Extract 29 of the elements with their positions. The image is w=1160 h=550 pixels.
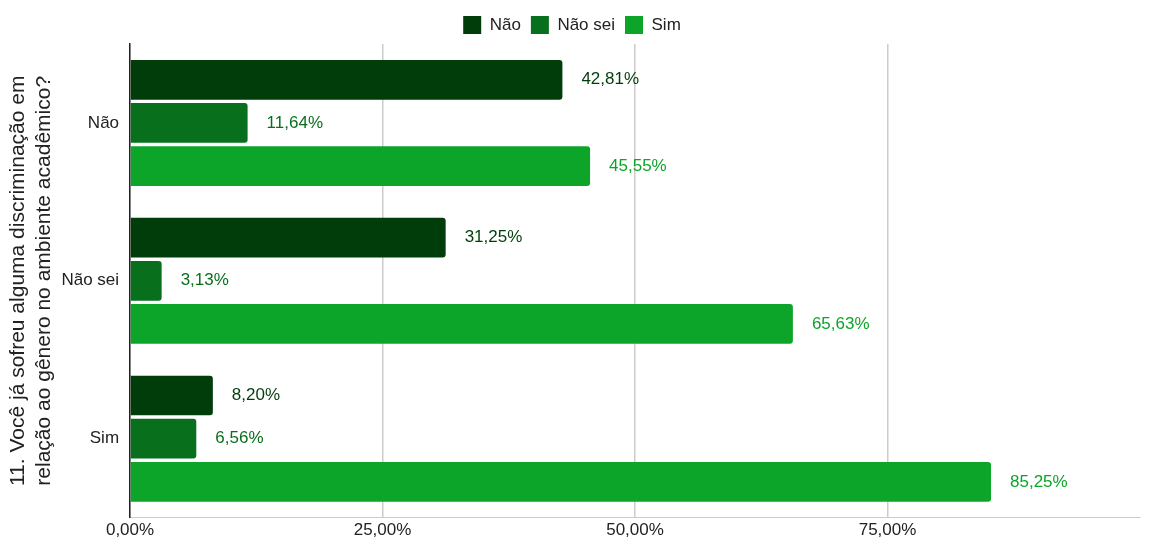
data-label: 42,81%	[581, 69, 640, 89]
legend-label: Não sei	[557, 14, 616, 34]
data-label: 6,56%	[215, 428, 264, 448]
data-label: 31,25%	[464, 227, 523, 247]
legend-label: Não	[489, 14, 521, 34]
data-label: 11,64%	[266, 112, 324, 132]
bar	[130, 146, 591, 186]
bar	[130, 304, 793, 344]
x-tick-label: 25,00%	[353, 520, 412, 540]
bar	[130, 418, 197, 459]
data-label: 8,20%	[231, 385, 281, 405]
bar	[130, 461, 992, 502]
data-label: 85,25%	[1010, 471, 1068, 491]
x-tick-label: 75,00%	[858, 520, 917, 540]
x-tick-label: 0,00%	[105, 520, 155, 540]
data-label: 65,63%	[811, 313, 870, 333]
legend-label: Sim	[651, 14, 681, 34]
data-label: 45,55%	[609, 155, 667, 175]
y-axis-title: 11. Você já sofreu alguma discriminação em relação ao gênero no ambiente acadêmico?	[5, 75, 54, 487]
bar	[130, 260, 162, 301]
x-tick-label: 50,00%	[606, 520, 664, 540]
bar	[130, 59, 563, 100]
bar	[130, 217, 446, 258]
y-tick-label: Sim	[89, 428, 120, 448]
bar	[130, 375, 213, 416]
data-label: 3,13%	[180, 270, 229, 290]
y-tick-label: Não	[87, 112, 120, 132]
bar	[130, 103, 248, 143]
y-tick-label: Não sei	[61, 270, 120, 290]
